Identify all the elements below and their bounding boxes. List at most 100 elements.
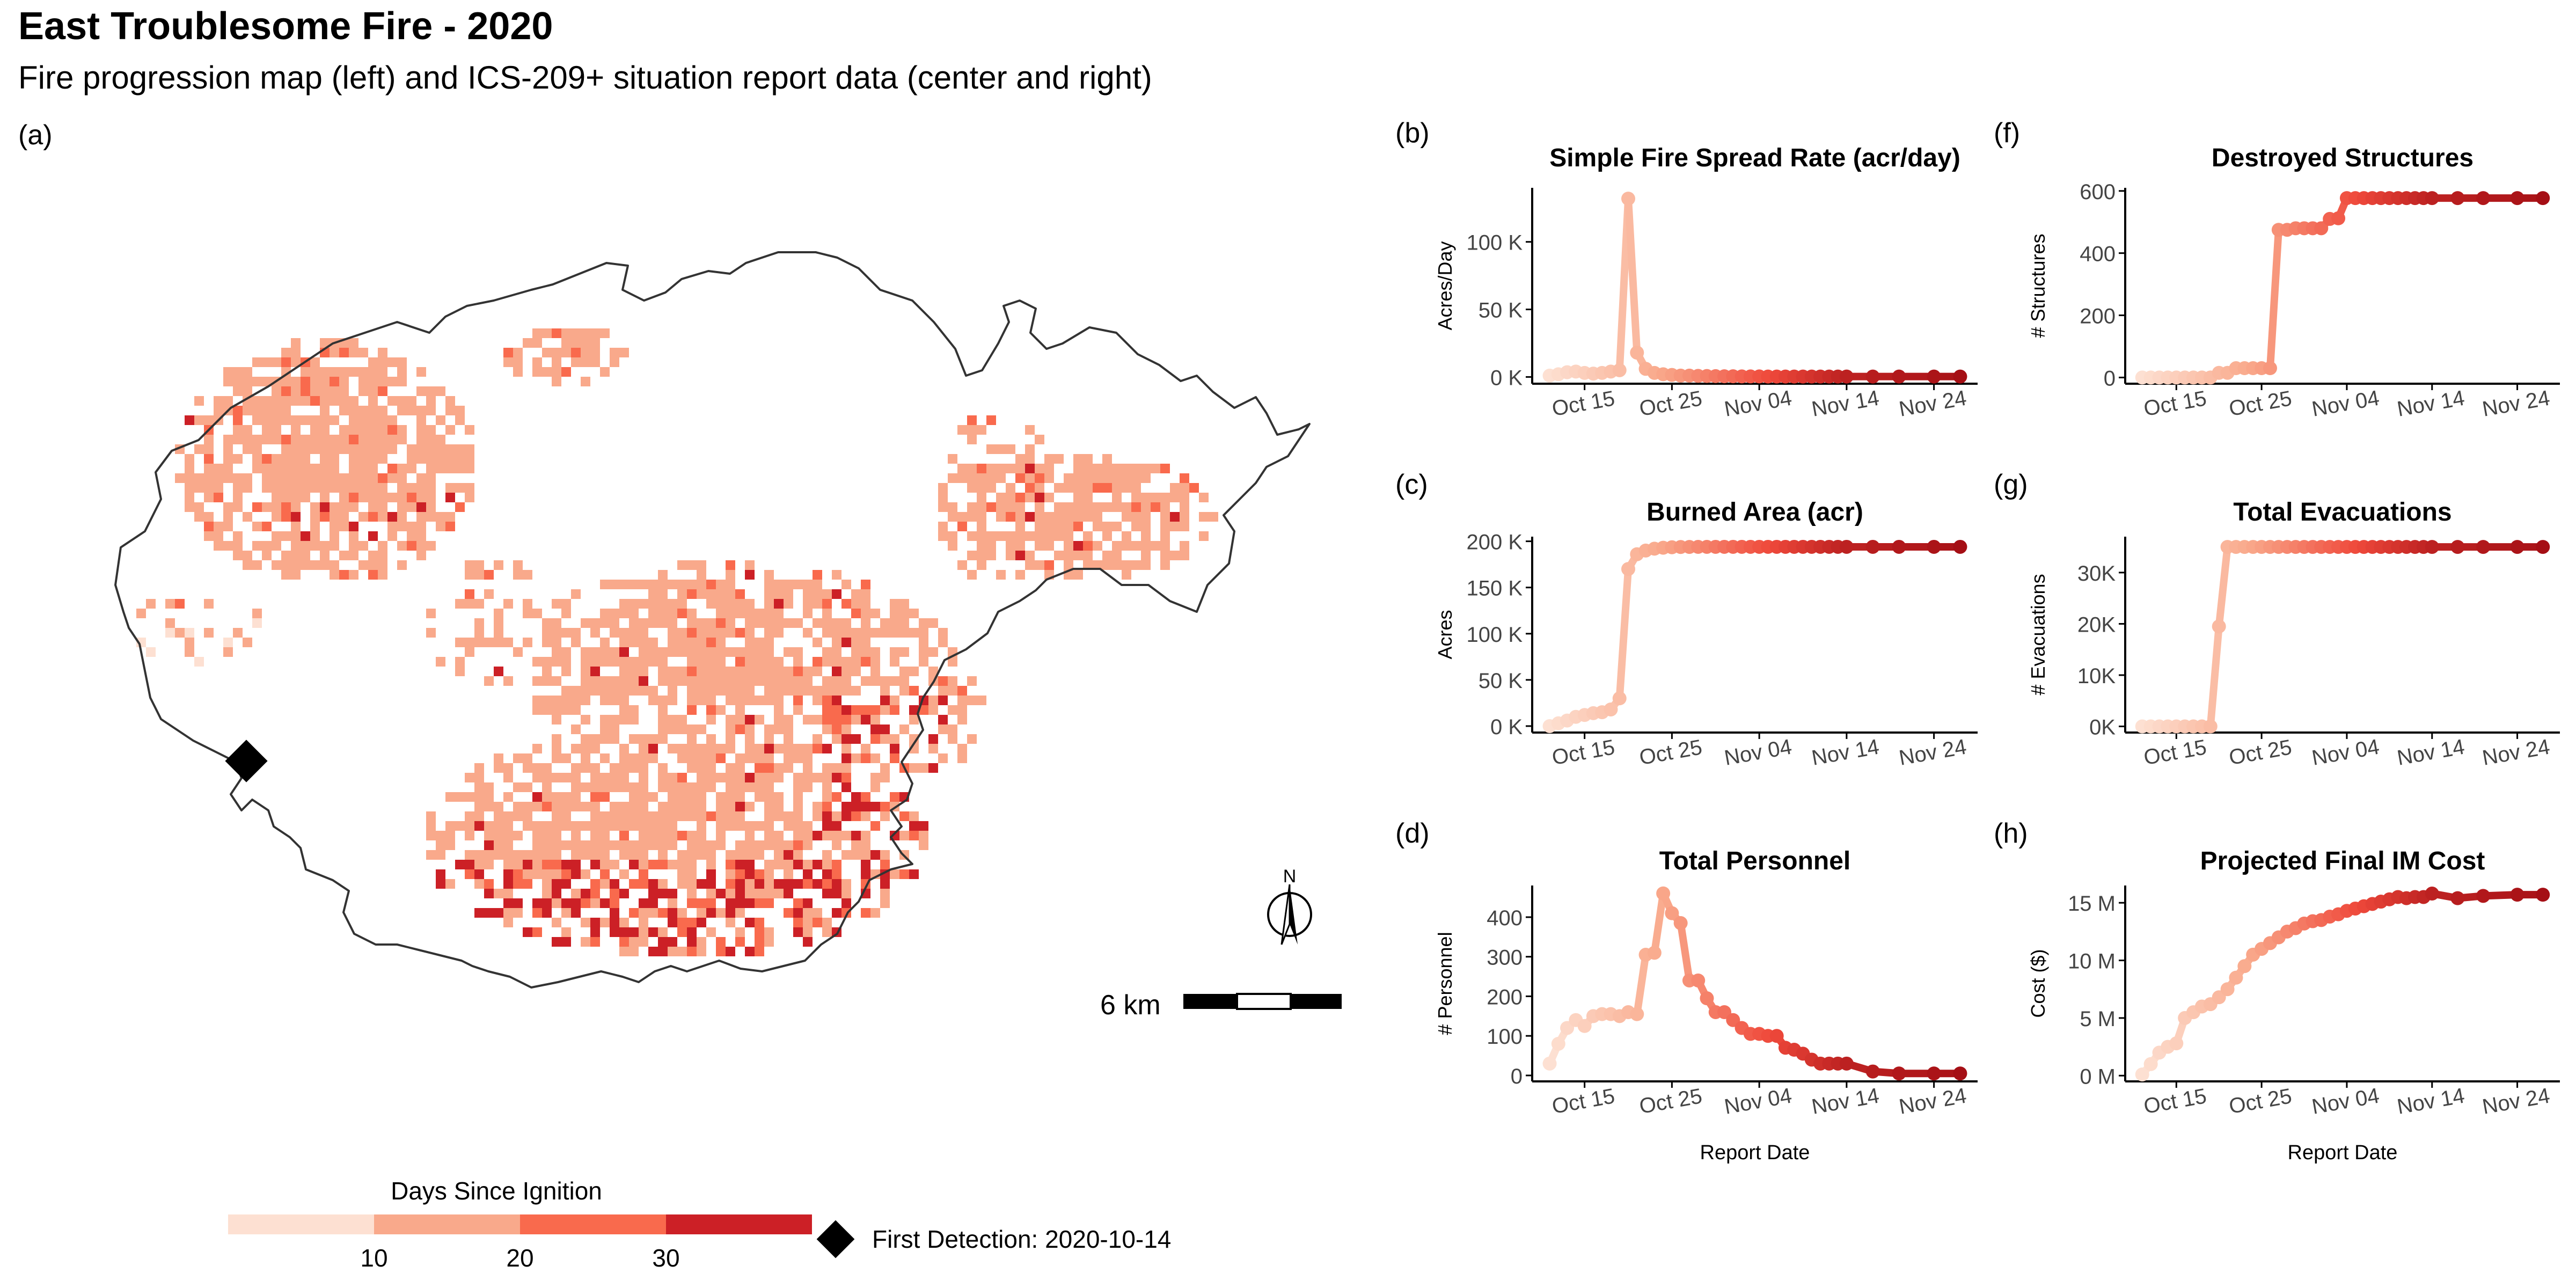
y-axis-label: Acres/Day <box>1434 241 1456 330</box>
x-axis-label: Report Date <box>1700 1141 1810 1164</box>
data-point <box>1656 886 1671 901</box>
panel-tag-b: (b) <box>1395 118 1430 149</box>
y-tick-label: 150 K <box>1466 577 1523 601</box>
x-tick-label: Nov 24 <box>2480 735 2551 770</box>
series-segment <box>2215 543 2231 631</box>
legend-detection-icon <box>816 1220 855 1258</box>
x-tick-label: Nov 04 <box>1723 386 1794 421</box>
chart-title: Simple Fire Spread Rate (acr/day) <box>1549 144 1960 172</box>
chart-title: Burned Area (acr) <box>1646 498 1863 526</box>
x-tick-label: Nov 04 <box>2310 1084 2381 1119</box>
x-tick-label: Nov 24 <box>1897 735 1968 770</box>
y-tick-label: 15 M <box>2068 892 2116 916</box>
y-tick-label: 50 K <box>1479 669 1523 693</box>
x-tick-label: Nov 14 <box>2395 386 2466 421</box>
series-segment <box>1624 195 1641 357</box>
y-tick-label: 0 <box>1511 1065 1523 1088</box>
data-point <box>1927 539 1941 554</box>
x-tick-label: Oct 25 <box>1637 386 1704 421</box>
data-point <box>2425 887 2439 901</box>
x-tick-label: Oct 15 <box>1550 386 1617 421</box>
x-tick-label: Oct 15 <box>2142 1084 2208 1118</box>
x-tick-label: Nov 24 <box>1897 1084 1968 1119</box>
data-point <box>2450 191 2465 206</box>
legend-tick-10: 10 <box>360 1244 387 1272</box>
data-point <box>2476 889 2491 903</box>
data-point <box>2220 982 2235 997</box>
data-point <box>1769 1029 1784 1043</box>
chart-panel-g: (g) Total Evacuations 0K 10K 20K 30K Oct 15 Oct… <box>1994 469 2560 770</box>
data-point <box>2510 540 2524 554</box>
data-point <box>1892 539 1906 554</box>
data-point <box>1577 1019 1592 1033</box>
y-tick-label: 20K <box>2077 613 2116 636</box>
y-tick-label: 100 <box>1487 1025 1523 1049</box>
data-point <box>1839 539 1854 554</box>
data-point <box>1647 946 1662 960</box>
legend-tick-30: 30 <box>652 1244 679 1272</box>
panel-tag-f: (f) <box>1994 118 2020 149</box>
y-tick-label: 0K <box>2089 716 2116 740</box>
legend-tick-20: 20 <box>506 1244 533 1272</box>
y-axis-label: Cost ($) <box>2027 949 2049 1018</box>
north-arrow-icon: N <box>1267 866 1312 945</box>
data-point <box>2237 959 2252 974</box>
x-tick-label: Nov 24 <box>2480 1084 2551 1119</box>
data-point <box>1673 916 1688 931</box>
x-tick-label: Oct 15 <box>2142 735 2208 770</box>
data-point <box>1604 702 1618 716</box>
x-tick-label: Oct 15 <box>1550 735 1617 770</box>
fire-perimeter <box>114 251 1311 989</box>
y-tick-label: 0 K <box>1490 366 1523 390</box>
y-tick-label: 400 <box>1487 906 1523 930</box>
x-tick-label: Oct 25 <box>2227 1084 2294 1118</box>
x-tick-label: Nov 14 <box>1810 735 1880 770</box>
page-subtitle: Fire progression map (left) and ICS-209+… <box>18 60 1152 96</box>
data-point <box>1953 1066 1967 1081</box>
data-point <box>2169 1036 2184 1051</box>
data-point <box>1621 192 1636 206</box>
series-segment <box>2266 226 2282 372</box>
data-point <box>1953 539 1967 554</box>
data-point <box>1839 369 1854 384</box>
x-tick-label: Nov 14 <box>1810 1084 1880 1119</box>
legend-detection-label: First Detection: 2020-10-14 <box>872 1225 1171 1253</box>
y-axis-label: Acres <box>1434 610 1456 659</box>
y-tick-label: 10K <box>2077 664 2116 688</box>
data-point <box>1892 369 1906 384</box>
panel-tag-g: (g) <box>1994 469 2028 500</box>
burn-cells <box>136 328 1218 956</box>
x-tick-label: Nov 24 <box>1897 386 1968 421</box>
data-point <box>1621 562 1636 576</box>
chart-title: Total Personnel <box>1659 847 1851 875</box>
x-tick-label: Nov 04 <box>2310 386 2381 421</box>
data-point <box>2536 191 2550 206</box>
panel-tag-a: (a) <box>18 120 53 151</box>
x-tick-label: Nov 24 <box>2480 386 2551 421</box>
data-point <box>2536 888 2550 902</box>
y-tick-label: 10 M <box>2068 950 2116 974</box>
data-point <box>2510 888 2524 902</box>
y-axis-label: # Structures <box>2027 233 2049 338</box>
x-tick-label: Nov 04 <box>2310 735 2381 770</box>
legend-swatch-1 <box>374 1214 520 1234</box>
series-segment <box>1650 889 1667 957</box>
data-point <box>2229 970 2243 985</box>
x-tick-label: Oct 25 <box>2227 386 2294 421</box>
scale-bar <box>1183 993 1342 1010</box>
data-point <box>2212 619 2226 634</box>
chart-panel-b: (b) Simple Fire Spread Rate (acr/day) 0 K 5… <box>1395 118 1978 421</box>
legend-swatch-2 <box>520 1214 666 1234</box>
x-tick-label: Oct 25 <box>1637 735 1704 770</box>
chart-panel-f: (f) Destroyed Structures 0 200 400 600 Oct 15 O… <box>1994 118 2560 421</box>
y-tick-label: 200 <box>1487 985 1523 1009</box>
x-tick-label: Oct 15 <box>1550 1084 1617 1118</box>
y-tick-label: 5 M <box>2080 1007 2116 1031</box>
data-point <box>1551 1036 1565 1051</box>
data-point <box>1612 691 1627 706</box>
data-point <box>1665 906 1679 920</box>
x-tick-label: Nov 14 <box>2395 1084 2466 1119</box>
legend-swatch-0 <box>228 1214 374 1234</box>
data-point <box>2450 891 2465 905</box>
